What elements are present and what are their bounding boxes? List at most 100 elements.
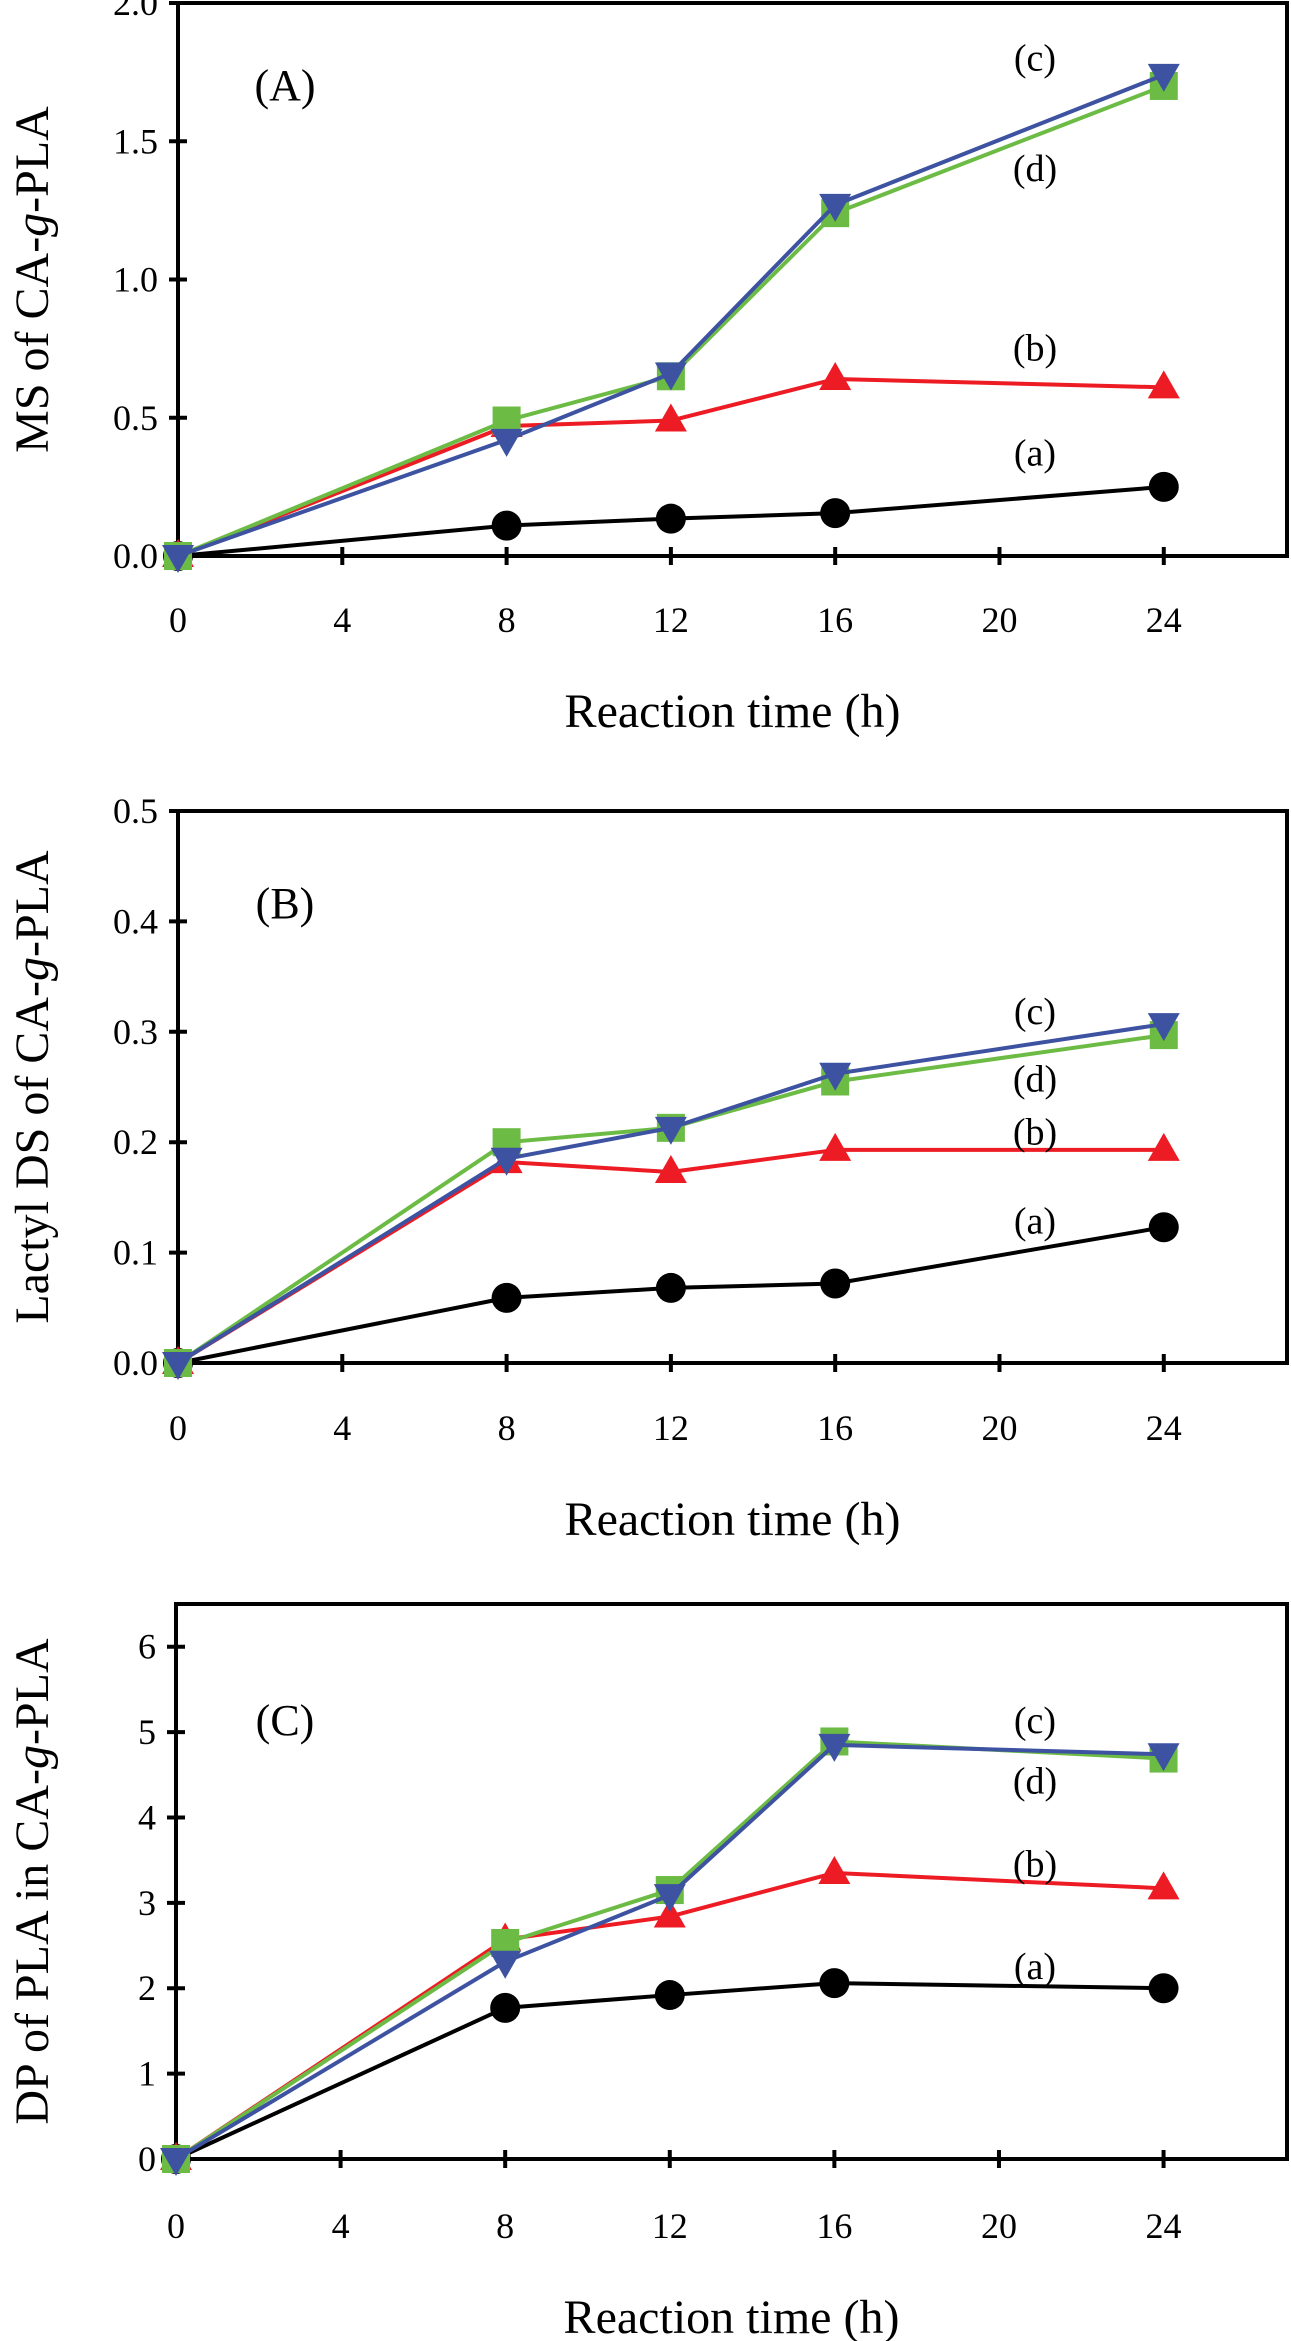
y-tick-label: 0.3 bbox=[113, 1012, 158, 1052]
y-axis-title: MS of CA-g-PLA bbox=[6, 106, 59, 453]
data-point bbox=[1147, 1132, 1180, 1161]
data-point bbox=[818, 1733, 851, 1762]
y-tick-label: 0.0 bbox=[113, 536, 158, 576]
data-point bbox=[490, 428, 523, 457]
data-point bbox=[654, 362, 687, 391]
series-label: (c) bbox=[1014, 1700, 1056, 1742]
y-tick-label: 2 bbox=[138, 1968, 156, 2008]
x-tick-label: 4 bbox=[333, 1408, 351, 1448]
panel-a: 0.0 0.5 1.0 1.5 2.0 0 4 8 12 16 20 24 Reaction time … bbox=[6, 0, 1289, 738]
data-point bbox=[655, 503, 686, 534]
data-point bbox=[1147, 1871, 1180, 1900]
data-point bbox=[162, 1352, 194, 1380]
y-tick-label: 0.1 bbox=[113, 1233, 158, 1273]
series-label: (d) bbox=[1013, 1058, 1057, 1100]
x-tick-label: 4 bbox=[333, 600, 351, 640]
y-tick-label: 2.0 bbox=[113, 0, 158, 23]
series-c bbox=[160, 1733, 1180, 2176]
y-tick-label: 0.2 bbox=[113, 1122, 158, 1162]
data-point bbox=[1147, 1743, 1180, 1772]
y-tick-label: 0.5 bbox=[113, 398, 158, 438]
series-label: (c) bbox=[1014, 37, 1056, 79]
x-tick-label: 20 bbox=[981, 1408, 1017, 1448]
panel-label: (C) bbox=[256, 1696, 315, 1745]
series-label: (a) bbox=[1014, 1201, 1056, 1243]
data-point bbox=[654, 403, 687, 432]
y-axis-title-part: g bbox=[6, 957, 59, 981]
series-c bbox=[162, 1013, 1180, 1380]
x-tick-label: 8 bbox=[498, 1408, 516, 1448]
y-tick-label: 0.5 bbox=[113, 791, 158, 831]
data-point bbox=[491, 1282, 522, 1313]
x-axis-title: Reaction time (h) bbox=[565, 1493, 901, 1546]
x-axis-title: Reaction time (h) bbox=[565, 685, 901, 738]
data-point bbox=[819, 1132, 852, 1161]
data-point bbox=[490, 1147, 523, 1176]
x-tick-label: 12 bbox=[653, 600, 689, 640]
data-point bbox=[1147, 1013, 1180, 1042]
data-point bbox=[162, 545, 194, 573]
data-point bbox=[653, 1884, 686, 1913]
series-label: (b) bbox=[1013, 1843, 1057, 1885]
data-point bbox=[819, 362, 852, 391]
panel-label: (B) bbox=[256, 879, 315, 928]
y-axis-title-part: Lactyl DS of CA- bbox=[6, 981, 59, 1324]
data-point bbox=[819, 1968, 850, 1999]
data-point bbox=[1148, 471, 1179, 502]
data-point bbox=[1147, 63, 1180, 92]
series-label: (c) bbox=[1014, 991, 1056, 1033]
x-tick-label: 8 bbox=[496, 2206, 514, 2246]
y-axis-title-part: MS of CA- bbox=[6, 237, 59, 453]
x-tick-label: 20 bbox=[981, 2206, 1017, 2246]
x-tick-label: 24 bbox=[1146, 2206, 1182, 2246]
x-tick-label: 12 bbox=[652, 2206, 688, 2246]
x-tick-label: 12 bbox=[653, 1408, 689, 1448]
y-axis-title-part: -PLA bbox=[6, 850, 59, 957]
y-axis-title-part: g bbox=[6, 213, 59, 237]
y-axis-title: DP of PLA in CA-g-PLA bbox=[6, 1638, 59, 2125]
panel-label: (A) bbox=[254, 61, 315, 110]
y-tick-label: 5 bbox=[138, 1712, 156, 1752]
x-tick-label: 16 bbox=[817, 1408, 853, 1448]
x-tick-label: 4 bbox=[332, 2206, 350, 2246]
data-point bbox=[1147, 370, 1180, 399]
plot-frame bbox=[174, 1602, 1289, 2161]
data-point bbox=[820, 498, 851, 529]
x-tick-label: 0 bbox=[169, 600, 187, 640]
series-label: (a) bbox=[1014, 433, 1056, 475]
y-axis-title-part: -PLA bbox=[6, 106, 59, 213]
series-d bbox=[164, 71, 1178, 570]
data-point bbox=[489, 1950, 522, 1979]
y-axis-title: Lactyl DS of CA-g-PLA bbox=[6, 850, 59, 1324]
y-tick-label: 1 bbox=[138, 2054, 156, 2094]
y-tick-label: 6 bbox=[138, 1627, 156, 1667]
x-tick-label: 24 bbox=[1146, 600, 1182, 640]
data-point bbox=[1148, 1973, 1179, 2004]
data-point bbox=[490, 1992, 521, 2023]
data-point bbox=[1148, 1212, 1179, 1243]
y-axis-title-part: g bbox=[6, 1745, 59, 1769]
x-tick-label: 8 bbox=[498, 600, 516, 640]
series-label: (d) bbox=[1013, 1761, 1057, 1803]
x-tick-label: 24 bbox=[1146, 1408, 1182, 1448]
series-label: (b) bbox=[1013, 328, 1057, 370]
y-axis-title-part: DP of PLA in CA- bbox=[6, 1769, 59, 2125]
data-point bbox=[820, 1268, 851, 1299]
y-tick-label: 3 bbox=[138, 1883, 156, 1923]
series-c bbox=[162, 63, 1180, 573]
series-label: (a) bbox=[1014, 1946, 1056, 1988]
y-tick-label: 1.5 bbox=[113, 121, 158, 161]
plot-frame bbox=[176, 1, 1289, 558]
x-tick-label: 20 bbox=[981, 600, 1017, 640]
panel-b: 0.0 0.1 0.2 0.3 0.4 0.5 0 4 8 12 16 20 24 Reaction ti… bbox=[6, 791, 1289, 1546]
series-label: (b) bbox=[1013, 1111, 1057, 1153]
y-tick-label: 4 bbox=[138, 1797, 156, 1837]
data-point bbox=[491, 510, 522, 541]
series-label: (d) bbox=[1013, 148, 1057, 190]
x-axis-title: Reaction time (h) bbox=[564, 2291, 900, 2341]
data-point bbox=[654, 1980, 685, 2011]
y-tick-label: 0 bbox=[138, 2139, 156, 2179]
x-tick-label: 0 bbox=[167, 2206, 185, 2246]
